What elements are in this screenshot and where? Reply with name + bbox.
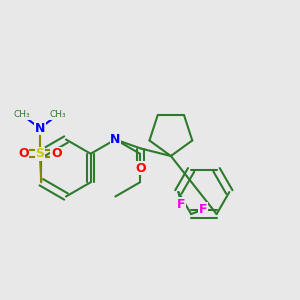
Text: N: N (110, 133, 121, 146)
Text: O: O (136, 161, 146, 175)
Text: N: N (34, 122, 45, 135)
Text: F: F (177, 197, 186, 211)
Text: S: S (35, 147, 44, 160)
Text: O: O (18, 147, 28, 160)
Text: CH₃: CH₃ (14, 110, 30, 119)
Text: F: F (199, 203, 207, 216)
Text: CH₃: CH₃ (50, 110, 66, 119)
Text: O: O (51, 147, 62, 160)
